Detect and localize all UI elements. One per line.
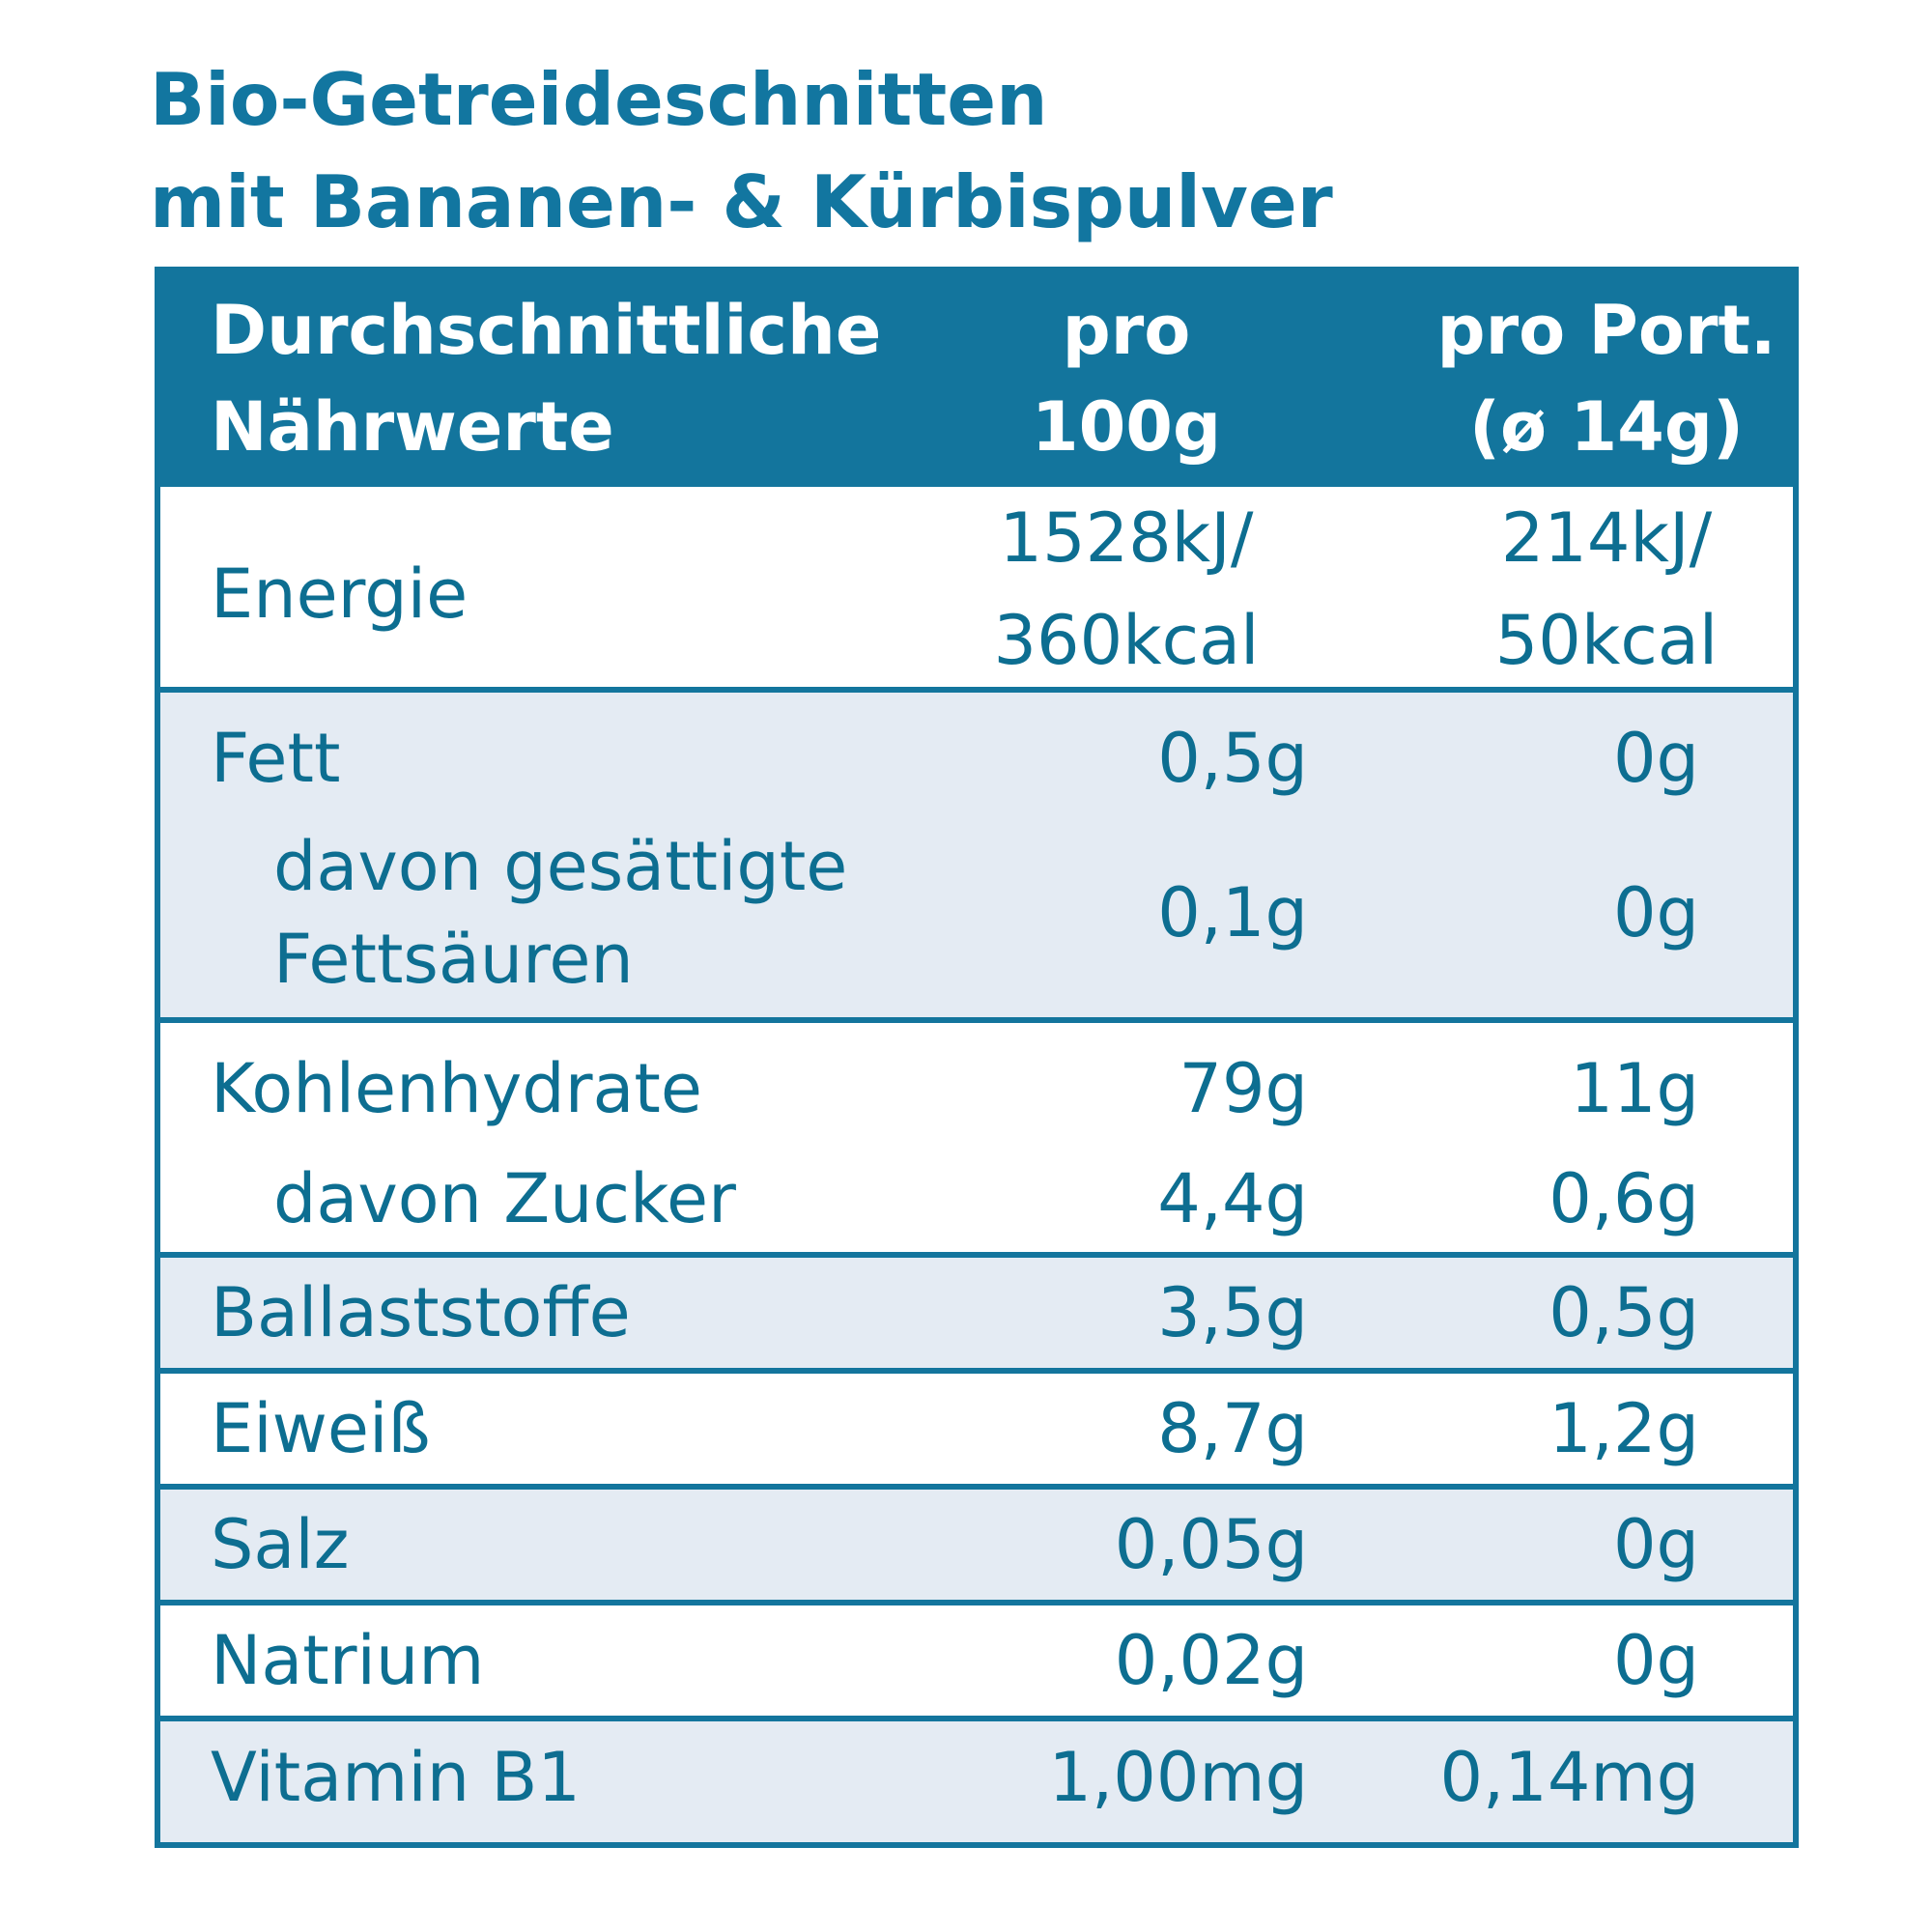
- value-per-100g: 3,5g: [1157, 1273, 1308, 1352]
- value-per-portion: 0,5g: [1548, 1273, 1699, 1352]
- value-per-100g: 4,4g: [1157, 1159, 1308, 1238]
- row-vitamin-b1: Vitamin B1 1,00mg 0,14mg: [160, 1721, 1793, 1842]
- value-per-portion: 0g: [1613, 1621, 1699, 1700]
- header-col3-line1: pro Port.: [1436, 291, 1776, 370]
- value-per-portion: 0,6g: [1548, 1159, 1699, 1238]
- row-label: Kohlenhydrate: [211, 1049, 702, 1128]
- row-energie: Energie 1528kJ/ 360kcal 214kJ/ 50kcal: [160, 487, 1793, 687]
- value-kj: 1528kJ/: [999, 498, 1254, 578]
- header-col2-line1: pro: [1062, 291, 1191, 370]
- row-label-sub: davon gesättigte Fettsäuren: [273, 820, 847, 1006]
- row-label: Fett: [211, 719, 341, 798]
- product-title-line1: Bio-Getreideschnitten: [150, 57, 1048, 142]
- value-kcal: 50kcal: [1494, 601, 1719, 680]
- value-per-100g: 0,5g: [1157, 719, 1308, 798]
- row-salz: Salz 0,05g 0g: [160, 1490, 1793, 1600]
- row-eiweiss: Eiweiß 8,7g 1,2g: [160, 1374, 1793, 1484]
- product-title-line2: mit Bananen- & Kürbispulver: [150, 159, 1333, 244]
- header-col2-line2: 100g: [1031, 387, 1222, 467]
- product-title: Bio-Getreideschnitten mit Bananen- & Kür…: [150, 48, 1333, 253]
- value-kj: 214kJ/: [1500, 498, 1713, 578]
- row-label: Eiweiß: [211, 1389, 431, 1468]
- value-per-100g: 0,1g: [1157, 873, 1308, 952]
- header-per-100g: pro 100g: [923, 282, 1329, 475]
- value-per-100g: 0,02g: [1114, 1621, 1308, 1700]
- value-per-portion: 11g: [1570, 1049, 1699, 1128]
- row-ballaststoffe: Ballaststoffe 3,5g 0,5g: [160, 1258, 1793, 1368]
- row-label: Salz: [211, 1505, 350, 1584]
- value-per-portion: 0g: [1613, 873, 1699, 952]
- value-per-100g: 0,05g: [1114, 1505, 1308, 1584]
- value-per-100g: 1,00mg: [1048, 1738, 1308, 1817]
- value-per-100g: 79g: [1179, 1049, 1308, 1128]
- row-fett-group: Fett 0,5g 0g davon gesättigte Fettsäuren…: [160, 693, 1793, 1017]
- value-per-portion: 0g: [1613, 719, 1699, 798]
- row-label: Vitamin B1: [211, 1738, 581, 1817]
- header-col1-line1: Durchschnittliche: [211, 291, 882, 370]
- header-nutrient-label: Durchschnittliche Nährwerte: [211, 282, 881, 475]
- value-per-100g: 1528kJ/ 360kcal: [923, 487, 1329, 692]
- row-label: Ballaststoffe: [211, 1273, 631, 1352]
- value-per-100g: 8,7g: [1157, 1389, 1308, 1468]
- label-line1: davon gesättigte: [273, 827, 848, 906]
- value-kcal: 360kcal: [993, 601, 1260, 680]
- header-per-portion: pro Port. (ø 14g): [1404, 282, 1809, 475]
- row-label: Natrium: [211, 1621, 485, 1700]
- value-per-portion: 0,14mg: [1439, 1738, 1699, 1817]
- row-kohlenhydrate-group: Kohlenhydrate 79g 11g davon Zucker 4,4g …: [160, 1023, 1793, 1252]
- table-header: Durchschnittliche Nährwerte pro 100g pro…: [160, 272, 1793, 481]
- value-per-portion: 214kJ/ 50kcal: [1404, 487, 1809, 692]
- nutrition-table: Durchschnittliche Nährwerte pro 100g pro…: [155, 267, 1799, 1848]
- label-line2: Fettsäuren: [273, 920, 634, 999]
- row-label: Energie: [211, 554, 469, 634]
- header-col3-line2: (ø 14g): [1469, 387, 1744, 467]
- value-per-portion: 1,2g: [1548, 1389, 1699, 1468]
- header-col1-line2: Nährwerte: [211, 387, 614, 467]
- row-natrium: Natrium 0,02g 0g: [160, 1605, 1793, 1716]
- value-per-portion: 0g: [1613, 1505, 1699, 1584]
- row-label-sub: davon Zucker: [273, 1159, 736, 1238]
